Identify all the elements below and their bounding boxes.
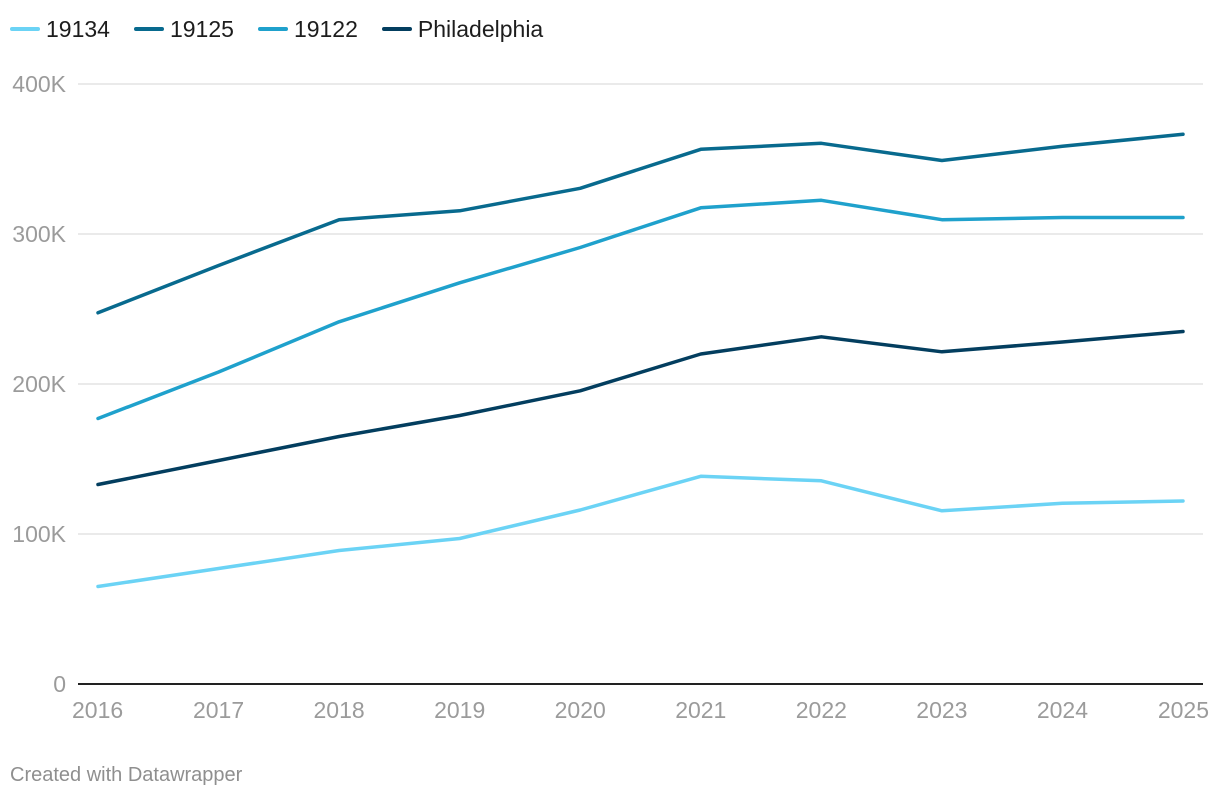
legend-item-19122: 19122	[257, 14, 358, 44]
legend-swatch-philadelphia	[381, 27, 412, 31]
legend-item-19134: 19134	[10, 14, 110, 44]
legend-item-philadelphia: Philadelphia	[381, 14, 544, 44]
x-tick-label: 2018	[314, 697, 365, 723]
y-tick-label: 400K	[12, 71, 66, 97]
x-tick-label: 2021	[675, 697, 726, 723]
y-tick-label: 0	[53, 671, 66, 697]
y-tick-label: 100K	[12, 521, 66, 547]
x-tick-label: 2020	[555, 697, 606, 723]
legend-swatch-19125	[133, 27, 164, 31]
legend-label-philadelphia: Philadelphia	[417, 16, 544, 42]
legend-swatch-19122	[257, 27, 288, 31]
series-line-19134	[96, 474, 1185, 589]
grid-layer	[78, 83, 1203, 535]
y-tick-label: 300K	[12, 221, 66, 247]
series-line-19122	[96, 198, 1185, 421]
x-tick-label: 2019	[434, 697, 485, 723]
series-layer	[96, 132, 1185, 589]
footer-credit: Created with Datawrapper	[10, 764, 243, 786]
legend-label-19134: 19134	[46, 16, 110, 42]
legend-swatch-19134	[10, 27, 40, 31]
legend-label-19125: 19125	[169, 16, 234, 42]
x-tick-label: 2024	[1037, 697, 1088, 723]
series-line-philadelphia	[96, 329, 1185, 487]
axis-layer: 0 100K 200K 300K 400K 2016 2017 2018 2019 2020 202…	[12, 71, 1209, 723]
legend-item-19125: 19125	[133, 14, 234, 44]
legend: 19134 19125 19122 Philadelphia	[10, 14, 543, 44]
y-tick-label: 200K	[12, 371, 66, 397]
legend-label-19122: 19122	[293, 16, 358, 42]
x-tick-label: 2016	[72, 697, 123, 723]
x-tick-label: 2023	[916, 697, 967, 723]
series-line-19125	[96, 132, 1185, 315]
x-tick-label: 2022	[796, 697, 847, 723]
x-tick-label: 2017	[193, 697, 244, 723]
x-tick-label: 2025	[1158, 697, 1209, 723]
